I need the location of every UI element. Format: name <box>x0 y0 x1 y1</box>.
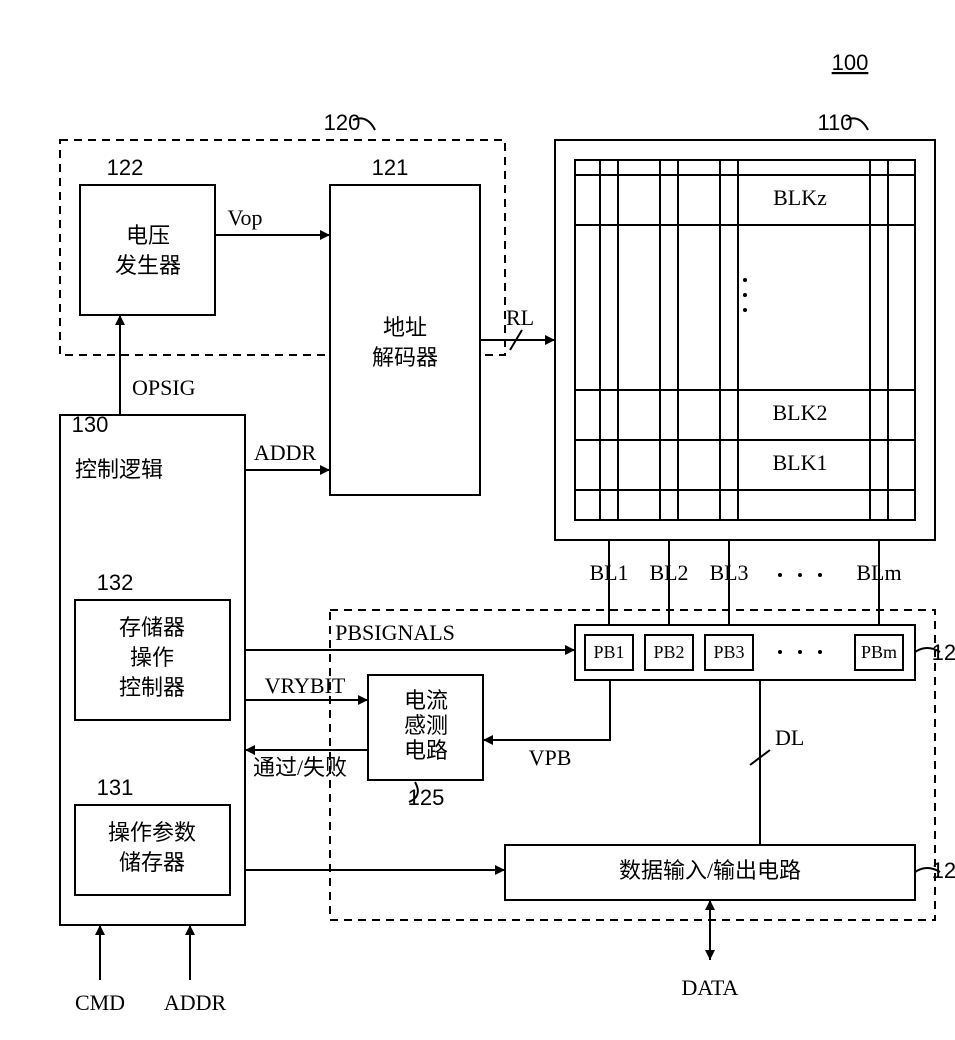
ref-131: 131 <box>97 775 134 800</box>
arrow-vpb <box>483 680 610 740</box>
lbl-125-2: 感测 <box>404 713 448 738</box>
lbl-pb2: PB2 <box>653 642 684 662</box>
lbl-132-3: 控制器 <box>119 675 185 700</box>
row-blk2 <box>575 390 915 440</box>
lbl-pb3: PB3 <box>713 642 744 662</box>
row-blk1 <box>575 440 915 490</box>
lbl-132-2: 操作 <box>130 645 174 670</box>
sig-addr: ADDR <box>254 440 317 465</box>
lbl-125-3: 电路 <box>404 738 448 763</box>
lbl-124: 数据输入/输出电路 <box>619 858 801 883</box>
lbl-131-1: 操作参数 <box>108 820 196 845</box>
row-blkz <box>575 175 915 225</box>
ref-110: 110 <box>817 110 852 135</box>
lbl-ctrl-logic: 控制逻辑 <box>75 457 163 482</box>
ref-132: 132 <box>97 570 134 595</box>
sig-cmd: CMD <box>75 990 125 1015</box>
lbl-bl2: BL2 <box>649 560 688 585</box>
lbl-bl1: BL1 <box>589 560 628 585</box>
sig-vpb: VPB <box>529 745 572 770</box>
sig-vop: Vop <box>227 205 262 230</box>
ref-125: 125 <box>408 785 445 810</box>
lbl-132-1: 存储器 <box>119 615 185 640</box>
ref-100: 100 <box>832 50 869 75</box>
sig-dl: DL <box>775 725 804 750</box>
sig-addr-in: ADDR <box>164 990 227 1015</box>
addr-decoder-l1: 地址 <box>383 315 427 340</box>
addr-decoder-l2: 解码器 <box>372 345 438 370</box>
lbl-pbm: PBm <box>861 642 897 662</box>
sig-passfail: 通过/失败 <box>253 755 347 780</box>
block-voltage-gen <box>80 185 215 315</box>
lbl-bl3: BL3 <box>709 560 748 585</box>
sig-opsig: OPSIG <box>132 375 196 400</box>
ref-123: 123 <box>932 640 955 665</box>
lbl-pb1: PB1 <box>593 642 624 662</box>
label-blk2: BLK2 <box>773 400 828 425</box>
voltage-gen-l1: 电压 <box>126 223 170 248</box>
voltage-gen-l2: 发生器 <box>115 253 181 278</box>
sig-pbsignals: PBSIGNALS <box>335 620 455 645</box>
ref-130: 130 <box>72 412 109 437</box>
ref-121: 121 <box>372 155 409 180</box>
ref-122: 122 <box>107 155 144 180</box>
sig-vrybit: VRYBIT <box>265 673 346 698</box>
lbl-125-1: 电流 <box>404 688 448 713</box>
label-blkz: BLKz <box>773 185 827 210</box>
label-blk1: BLK1 <box>773 450 828 475</box>
lbl-blm: BLm <box>856 560 901 585</box>
sig-rl: RL <box>506 305 534 330</box>
ref-120: 120 <box>324 110 361 135</box>
sig-data: DATA <box>682 975 739 1000</box>
lbl-131-2: 储存器 <box>119 850 185 875</box>
